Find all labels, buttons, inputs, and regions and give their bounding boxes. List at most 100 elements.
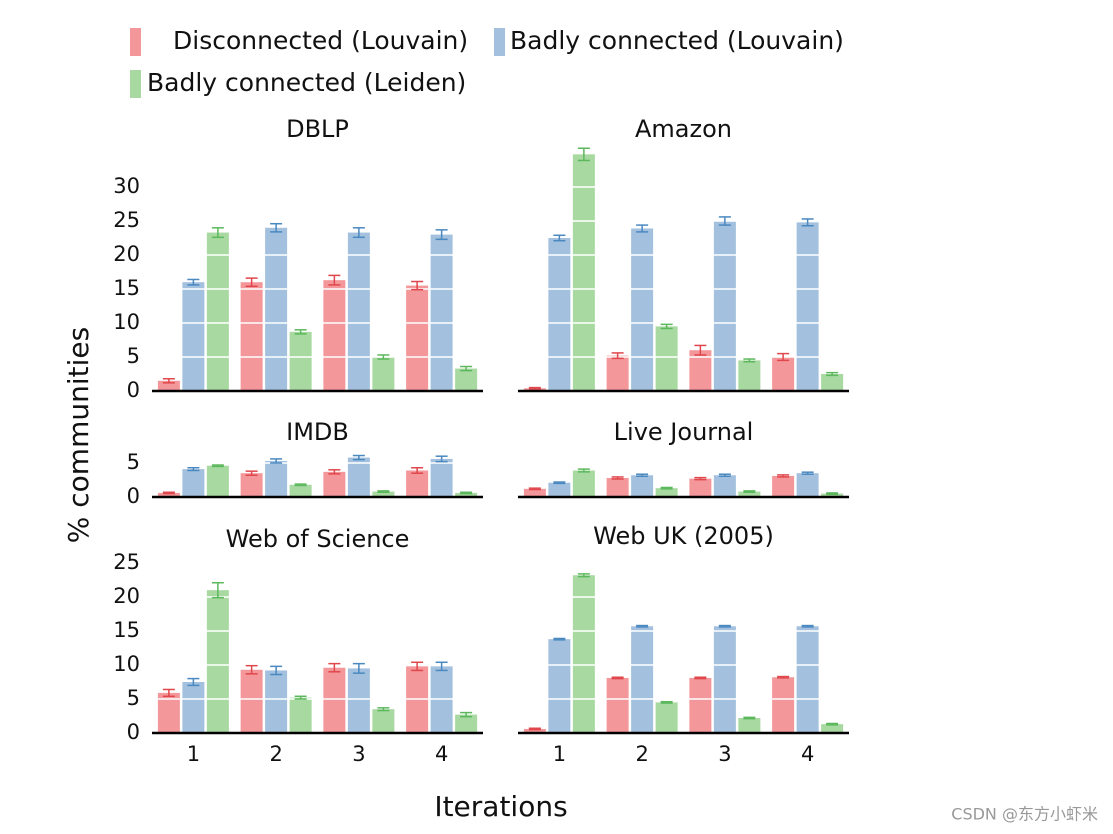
bar: [772, 475, 795, 497]
bar: [548, 639, 571, 733]
bar: [406, 285, 429, 391]
y-axis-label: % communities: [62, 327, 95, 543]
bar: [796, 222, 819, 391]
bar: [430, 234, 453, 391]
y-tick-label: 15: [113, 276, 140, 300]
bar: [372, 709, 395, 733]
x-tick-label: 1: [553, 742, 566, 766]
watermark: CSDN @东方小虾米: [951, 805, 1098, 824]
bar: [289, 484, 312, 497]
y-tick-label: 25: [113, 208, 140, 232]
bar: [206, 232, 229, 391]
panel-title: Web UK (2005): [593, 522, 774, 550]
bar: [821, 493, 844, 497]
y-tick-label: 20: [113, 584, 140, 608]
bar: [689, 350, 712, 391]
bar: [157, 492, 180, 497]
legend-swatch: [130, 70, 141, 98]
bar: [606, 477, 629, 497]
bar: [240, 473, 263, 497]
bar: [655, 326, 678, 391]
y-tick-label: 10: [113, 652, 140, 676]
bar: [738, 718, 761, 733]
legend-label: Disconnected (Louvain): [173, 26, 468, 55]
bar: [406, 470, 429, 497]
bar: [182, 682, 205, 733]
bar: [265, 227, 288, 391]
bar: [772, 677, 795, 733]
bar: [572, 470, 595, 497]
bar: [738, 360, 761, 391]
bar: [206, 590, 229, 733]
bar: [372, 357, 395, 391]
bar: [430, 458, 453, 497]
x-tick-label: 4: [801, 742, 814, 766]
y-tick-label: 20: [113, 242, 140, 266]
bar: [289, 697, 312, 733]
panel-title: DBLP: [286, 115, 349, 143]
bar: [631, 228, 654, 391]
bar: [455, 714, 478, 733]
bar: [689, 478, 712, 497]
x-axis-label: Iterations: [434, 790, 567, 823]
bar: [738, 491, 761, 497]
bar: [455, 492, 478, 497]
y-tick-label: 5: [127, 344, 140, 368]
y-tick-label: 0: [127, 484, 140, 508]
bar: [265, 460, 288, 497]
panel-title: Amazon: [635, 115, 732, 143]
y-tick-label: 0: [127, 378, 140, 402]
bar: [523, 488, 546, 497]
bar: [523, 728, 546, 733]
panel-title: Web of Science: [226, 525, 410, 553]
bar: [240, 669, 263, 733]
y-tick-label: 10: [113, 310, 140, 334]
bar: [631, 626, 654, 733]
bar: [323, 667, 346, 733]
bar: [323, 471, 346, 497]
bar: [713, 475, 736, 497]
x-tick-label: 2: [269, 742, 282, 766]
bar: [631, 475, 654, 497]
bar: [289, 331, 312, 391]
legend-swatch: [130, 28, 141, 56]
legend-label: Badly connected (Louvain): [510, 26, 844, 55]
panel-title: Live Journal: [614, 418, 754, 446]
y-tick-label: 30: [113, 174, 140, 198]
bar: [548, 482, 571, 497]
bar: [713, 626, 736, 733]
bar: [689, 677, 712, 733]
x-tick-label: 2: [635, 742, 648, 766]
bar: [240, 282, 263, 391]
bar: [821, 374, 844, 391]
bar: [772, 357, 795, 391]
bar: [713, 221, 736, 391]
bar: [655, 488, 678, 497]
bar: [455, 368, 478, 391]
bar: [182, 282, 205, 391]
bar: [347, 668, 370, 733]
x-tick-label: 3: [352, 742, 365, 766]
bar: [157, 380, 180, 391]
x-tick-label: 4: [435, 742, 448, 766]
legend-label: Badly connected (Leiden): [147, 68, 466, 97]
x-tick-label: 1: [187, 742, 200, 766]
panel-title: IMDB: [286, 418, 349, 446]
bar: [606, 355, 629, 391]
bar: [655, 702, 678, 733]
bar: [157, 692, 180, 733]
legend-swatch: [494, 28, 505, 56]
bar: [206, 465, 229, 497]
bar: [572, 575, 595, 733]
bar: [606, 677, 629, 733]
bar: [572, 154, 595, 391]
bar: [347, 232, 370, 391]
x-tick-label: 3: [718, 742, 731, 766]
bar: [821, 724, 844, 733]
y-tick-label: 15: [113, 618, 140, 642]
bar: [347, 457, 370, 497]
bar: [265, 670, 288, 733]
bar: [548, 238, 571, 391]
bar: [372, 491, 395, 497]
